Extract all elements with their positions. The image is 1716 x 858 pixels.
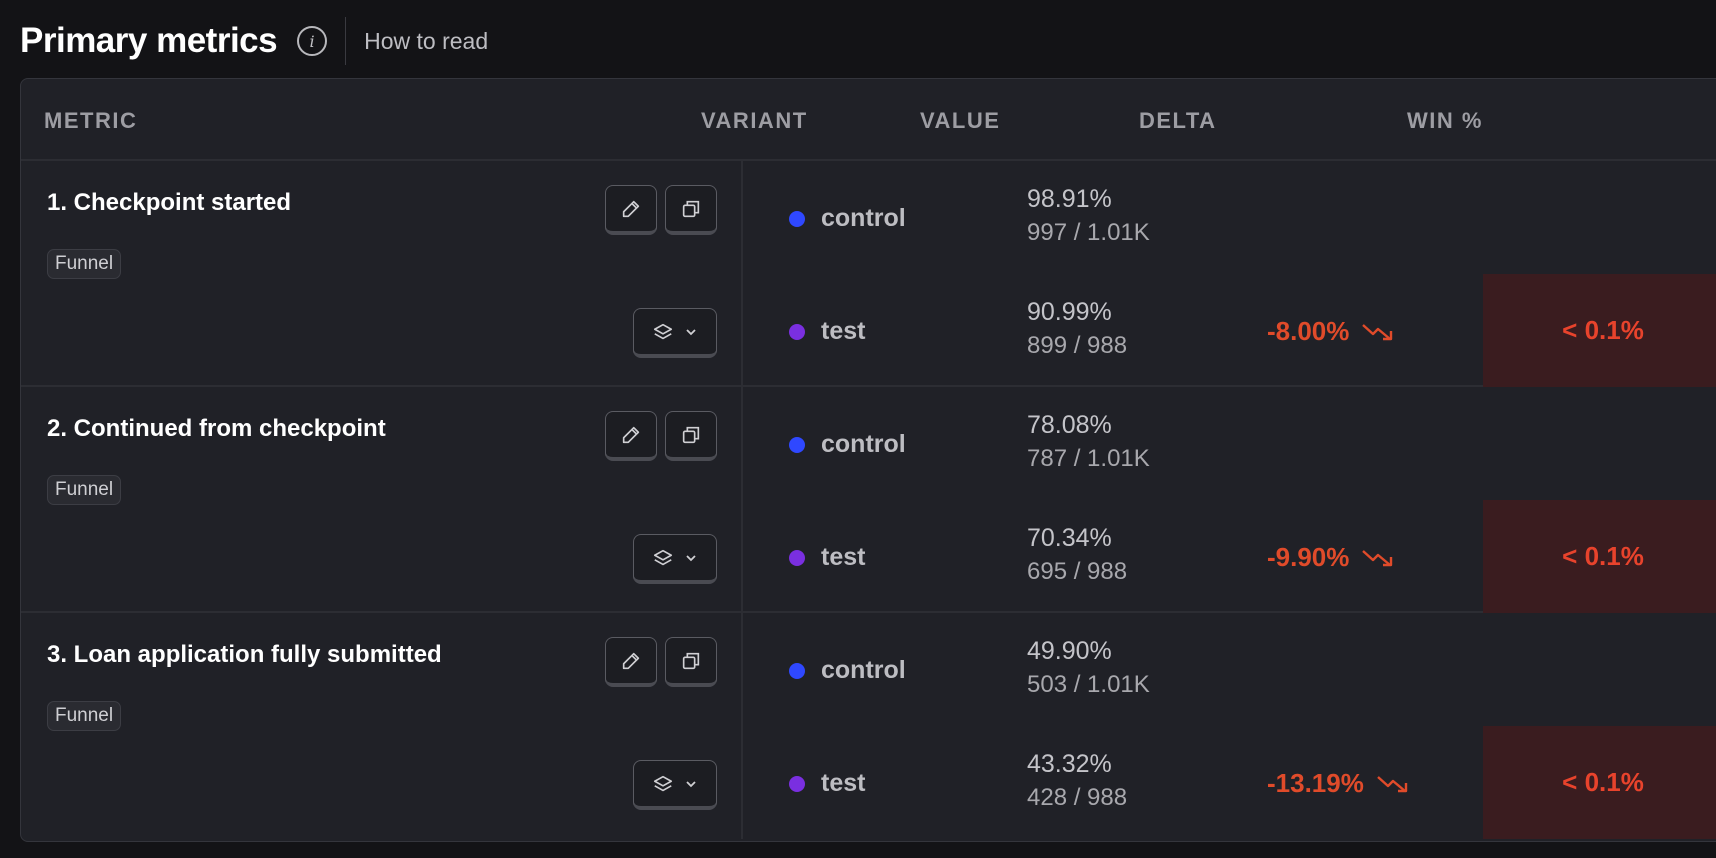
delta-value: -13.19% xyxy=(1267,768,1410,799)
trend-down-icon xyxy=(1362,323,1393,340)
delta-text: -9.90% xyxy=(1267,542,1350,572)
duplicate-metric-button[interactable] xyxy=(665,637,717,687)
win-probability: < 0.1% xyxy=(1483,726,1716,839)
info-icon[interactable]: i xyxy=(297,26,328,56)
variant-name: test xyxy=(821,317,866,345)
value-count: 997 / 1.01K xyxy=(1027,219,1150,246)
metric-title: 2. Continued from checkpoint xyxy=(47,415,386,442)
value-percent: 70.34% xyxy=(1027,524,1112,552)
metric-title: 3. Loan application fully submitted xyxy=(47,641,442,668)
metric-group: 2. Continued from checkpoint Funnel cont… xyxy=(21,387,1716,613)
variant-name: test xyxy=(821,543,866,571)
metric-type-tag: Funnel xyxy=(47,475,122,505)
value-count: 428 / 988 xyxy=(1027,784,1128,811)
variant-row-test: test 90.99% 899 / 988 -8.00% < 0.1% xyxy=(743,274,1716,387)
pencil-icon xyxy=(622,200,640,217)
chevron-down-icon xyxy=(686,780,696,787)
column-header-win: WIN % xyxy=(1407,108,1483,133)
value-percent: 78.08% xyxy=(1027,411,1112,439)
header-divider xyxy=(345,17,347,65)
how-to-read-link[interactable]: How to read xyxy=(364,27,489,54)
variant-row-control: control 78.08% 787 / 1.01K xyxy=(743,387,1716,500)
metric-title: 1. Checkpoint started xyxy=(47,189,292,216)
table-header: METRIC VARIANT VALUE DELTA WIN % xyxy=(21,79,1716,161)
delta-text: -13.19% xyxy=(1267,768,1364,798)
copy-icon xyxy=(682,426,700,443)
page-title: Primary metrics xyxy=(20,21,278,60)
value-count: 503 / 1.01K xyxy=(1027,671,1150,698)
column-header-metric: METRIC xyxy=(44,108,138,133)
section-header: Primary metrics i How to read xyxy=(20,14,488,68)
trend-down-icon xyxy=(1362,549,1393,566)
value-percent: 90.99% xyxy=(1027,298,1112,326)
value-count: 787 / 1.01K xyxy=(1027,445,1150,472)
metric-type-tag: Funnel xyxy=(47,701,122,731)
pencil-icon xyxy=(622,426,640,443)
copy-icon xyxy=(682,652,700,669)
control-dot xyxy=(789,437,805,453)
trend-down-icon xyxy=(1377,775,1408,792)
test-dot xyxy=(789,776,805,792)
value-count: 899 / 988 xyxy=(1027,332,1128,359)
layers-icon xyxy=(653,323,673,339)
test-dot xyxy=(789,324,805,340)
edit-metric-button[interactable] xyxy=(605,185,657,235)
metric-cell: 2. Continued from checkpoint Funnel xyxy=(21,387,743,611)
column-header-delta: DELTA xyxy=(1139,108,1217,133)
value-count: 695 / 988 xyxy=(1027,558,1128,585)
edit-metric-button[interactable] xyxy=(605,411,657,461)
delta-text: -8.00% xyxy=(1267,316,1350,346)
duplicate-metric-button[interactable] xyxy=(665,185,717,235)
breakdown-dropdown-button[interactable] xyxy=(633,760,717,810)
control-dot xyxy=(789,211,805,227)
variant-name: test xyxy=(821,769,866,797)
layers-icon xyxy=(653,775,673,791)
duplicate-metric-button[interactable] xyxy=(665,411,717,461)
metric-cell: 1. Checkpoint started Funnel xyxy=(21,161,743,385)
variant-name: control xyxy=(821,430,906,458)
pencil-icon xyxy=(622,652,640,669)
metrics-table: METRIC VARIANT VALUE DELTA WIN % 1. Chec… xyxy=(20,78,1716,842)
chevron-down-icon xyxy=(686,554,696,561)
metric-cell: 3. Loan application fully submitted Funn… xyxy=(21,613,743,839)
win-probability: < 0.1% xyxy=(1483,500,1716,613)
edit-metric-button[interactable] xyxy=(605,637,657,687)
variant-row-control: control 49.90% 503 / 1.01K xyxy=(743,613,1716,726)
layers-icon xyxy=(653,549,673,565)
metric-group: 1. Checkpoint started Funnel control 98.… xyxy=(21,161,1716,387)
metric-type-tag: Funnel xyxy=(47,249,122,279)
variant-row-control: control 98.91% 997 / 1.01K xyxy=(743,161,1716,274)
column-header-value: VALUE xyxy=(920,108,1001,133)
value-percent: 49.90% xyxy=(1027,637,1112,665)
breakdown-dropdown-button[interactable] xyxy=(633,308,717,358)
delta-value: -8.00% xyxy=(1267,316,1395,347)
win-probability: < 0.1% xyxy=(1483,274,1716,387)
column-header-variant: VARIANT xyxy=(701,108,808,133)
metric-group: 3. Loan application fully submitted Funn… xyxy=(21,613,1716,839)
control-dot xyxy=(789,663,805,679)
breakdown-dropdown-button[interactable] xyxy=(633,534,717,584)
variant-name: control xyxy=(821,204,906,232)
value-percent: 98.91% xyxy=(1027,185,1112,213)
variant-row-test: test 43.32% 428 / 988 -13.19% < 0.1% xyxy=(743,726,1716,839)
value-percent: 43.32% xyxy=(1027,750,1112,778)
delta-value: -9.90% xyxy=(1267,542,1395,573)
copy-icon xyxy=(682,200,700,217)
variant-row-test: test 70.34% 695 / 988 -9.90% < 0.1% xyxy=(743,500,1716,613)
test-dot xyxy=(789,550,805,566)
variant-name: control xyxy=(821,656,906,684)
chevron-down-icon xyxy=(686,328,696,335)
